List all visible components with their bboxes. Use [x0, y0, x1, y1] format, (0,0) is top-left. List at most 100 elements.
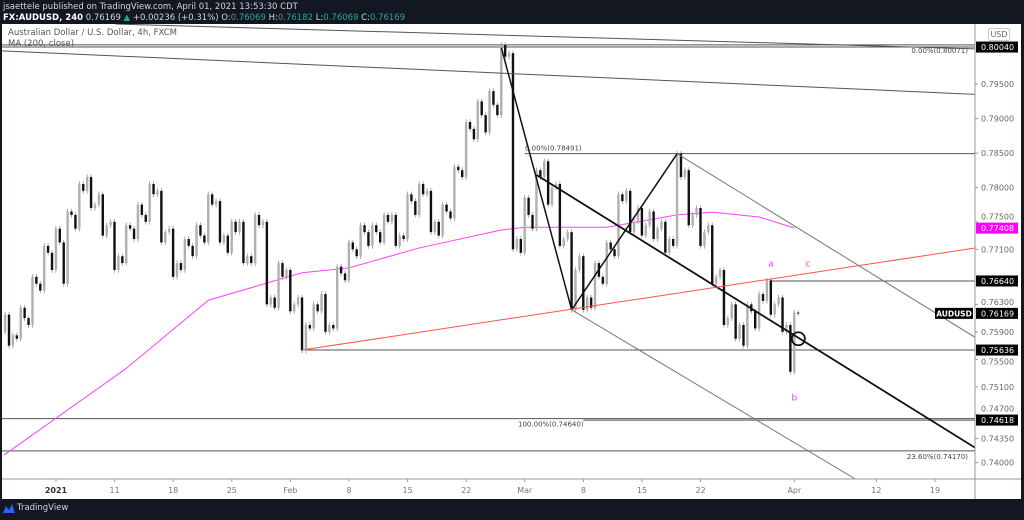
candle-body[interactable]	[621, 194, 624, 202]
candle-body[interactable]	[734, 304, 737, 339]
candle-body[interactable]	[27, 318, 30, 325]
candle-body[interactable]	[179, 263, 183, 270]
candle-body[interactable]	[296, 297, 300, 305]
candle-body[interactable]	[175, 263, 179, 277]
candle-body[interactable]	[789, 325, 792, 372]
candle-body[interactable]	[15, 335, 19, 339]
candle-body[interactable]	[355, 249, 358, 257]
candle-body[interactable]	[578, 256, 581, 270]
candle-body[interactable]	[461, 170, 464, 178]
candle-body[interactable]	[210, 194, 214, 205]
candle-body[interactable]	[593, 263, 597, 308]
candle-body[interactable]	[78, 183, 81, 229]
candle-body[interactable]	[226, 235, 229, 253]
candle-body[interactable]	[171, 228, 175, 277]
candle-body[interactable]	[89, 177, 93, 209]
candle-body[interactable]	[457, 166, 460, 171]
candle-body[interactable]	[265, 221, 269, 305]
candle-body[interactable]	[519, 239, 522, 253]
candle-body[interactable]	[406, 194, 409, 239]
candle-body[interactable]	[586, 297, 589, 310]
candle-body[interactable]	[148, 183, 151, 222]
candle-body[interactable]	[675, 153, 679, 246]
candle-body[interactable]	[574, 269, 577, 310]
candle-body[interactable]	[402, 235, 405, 239]
candle-body[interactable]	[54, 228, 58, 270]
candle-body[interactable]	[304, 325, 308, 351]
lower-resistance-line[interactable]	[2, 50, 975, 95]
candle-body[interactable]	[714, 276, 718, 284]
candle-body[interactable]	[695, 208, 698, 215]
candle-body[interactable]	[35, 276, 38, 284]
candle-body[interactable]	[70, 211, 73, 215]
candle-body[interactable]	[242, 221, 245, 264]
candle-body[interactable]	[418, 183, 421, 215]
candle-body[interactable]	[636, 208, 640, 222]
candle-body[interactable]	[31, 276, 34, 325]
candle-body[interactable]	[468, 122, 472, 129]
candle-body[interactable]	[683, 170, 687, 178]
candle-body[interactable]	[351, 242, 354, 250]
candle-body[interactable]	[382, 214, 386, 243]
candle-body[interactable]	[66, 211, 69, 284]
zigzag-leg-1[interactable]	[500, 47, 573, 311]
candle-body[interactable]	[785, 325, 788, 332]
candle-body[interactable]	[496, 104, 499, 116]
candle-body[interactable]	[191, 245, 194, 257]
upper-resistance-line[interactable]	[115, 24, 975, 50]
candle-body[interactable]	[609, 242, 612, 250]
red-support-line[interactable]	[302, 247, 975, 351]
candle-body[interactable]	[437, 221, 440, 236]
candle-body[interactable]	[74, 214, 77, 229]
candle-body[interactable]	[42, 245, 46, 291]
candle-body[interactable]	[335, 266, 339, 329]
candle-body[interactable]	[234, 221, 237, 233]
candle-body[interactable]	[488, 91, 491, 133]
candle-body[interactable]	[582, 256, 585, 310]
candle-body[interactable]	[679, 153, 683, 178]
candle-body[interactable]	[554, 183, 558, 188]
candle-body[interactable]	[769, 280, 773, 315]
candle-body[interactable]	[281, 263, 284, 277]
candle-body[interactable]	[605, 242, 608, 284]
candle-body[interactable]	[132, 228, 136, 239]
candle-body[interactable]	[375, 225, 378, 233]
candle-body[interactable]	[250, 256, 253, 264]
candle-body[interactable]	[472, 128, 476, 140]
candle-body[interactable]	[668, 239, 671, 253]
candle-body[interactable]	[207, 194, 210, 243]
candle-body[interactable]	[793, 312, 796, 372]
candle-body[interactable]	[652, 211, 655, 239]
candle-body[interactable]	[222, 235, 226, 243]
channel-lower-line[interactable]	[571, 309, 856, 479]
candle-body[interactable]	[214, 201, 218, 205]
candle-body[interactable]	[128, 225, 132, 229]
candle-body[interactable]	[293, 304, 296, 312]
candle-body[interactable]	[601, 276, 605, 284]
candle-body[interactable]	[121, 256, 124, 264]
candle-body[interactable]	[515, 239, 519, 250]
candle-body[interactable]	[339, 266, 343, 274]
candle-body[interactable]	[136, 204, 140, 239]
candle-body[interactable]	[562, 239, 565, 246]
candle-body[interactable]	[781, 297, 784, 332]
candle-body[interactable]	[718, 269, 722, 277]
candle-body[interactable]	[761, 294, 765, 301]
candle-body[interactable]	[359, 225, 362, 257]
candle-body[interactable]	[93, 204, 97, 209]
candle-body[interactable]	[195, 225, 198, 257]
candle-body[interactable]	[757, 294, 761, 329]
candle-body[interactable]	[500, 44, 503, 116]
candle-body[interactable]	[492, 91, 495, 105]
candle-body[interactable]	[558, 183, 562, 246]
candle-body[interactable]	[632, 221, 636, 233]
candle-body[interactable]	[464, 122, 468, 178]
candle-body[interactable]	[320, 294, 323, 312]
candle-body[interactable]	[156, 190, 159, 195]
candle-body[interactable]	[367, 232, 370, 246]
candle-body[interactable]	[230, 221, 233, 253]
candle-body[interactable]	[656, 228, 659, 239]
candle-body[interactable]	[117, 256, 120, 270]
wave-label-c[interactable]: c	[806, 260, 811, 270]
